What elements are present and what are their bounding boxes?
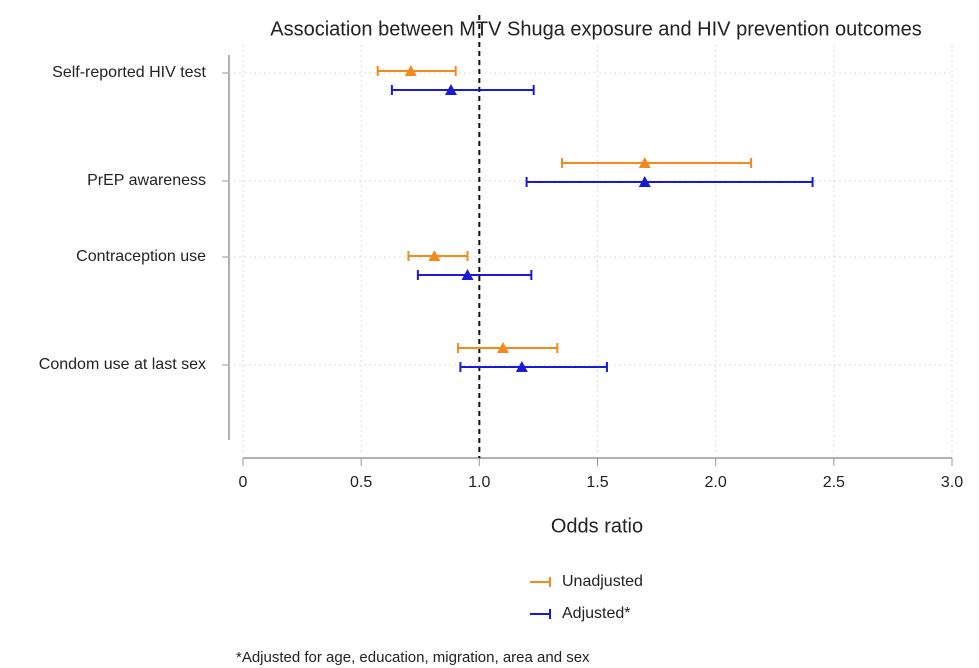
point-estimate xyxy=(404,65,417,76)
x-tick-label: 3.0 xyxy=(941,474,963,491)
point-estimate xyxy=(444,84,457,95)
point-estimate xyxy=(638,157,651,168)
x-tick-label: 2.0 xyxy=(705,474,727,491)
x-tick-label: 0 xyxy=(239,474,248,491)
x-tick-label: 2.5 xyxy=(823,474,845,491)
point-estimate xyxy=(496,342,509,353)
chart-title: Association between MTV Shuga exposure a… xyxy=(270,18,921,40)
x-tick-label: 0.5 xyxy=(350,474,372,491)
point-estimate xyxy=(638,176,651,187)
footnote: *Adjusted for age, education, migration,… xyxy=(236,649,590,666)
x-tick-label: 1.5 xyxy=(586,474,608,491)
point-estimate xyxy=(515,361,528,372)
point-estimate xyxy=(428,250,441,261)
legend-label: Unadjusted xyxy=(562,573,643,590)
x-axis-label: Odds ratio xyxy=(551,515,643,537)
y-tick-label: Self-reported HIV test xyxy=(52,64,206,81)
legend-label: Adjusted* xyxy=(562,605,631,622)
y-tick-label: Condom use at last sex xyxy=(39,356,206,373)
y-tick-label: PrEP awareness xyxy=(87,172,206,189)
y-tick-label: Contraception use xyxy=(76,248,206,265)
x-tick-label: 1.0 xyxy=(468,474,490,491)
point-estimate xyxy=(461,269,474,280)
